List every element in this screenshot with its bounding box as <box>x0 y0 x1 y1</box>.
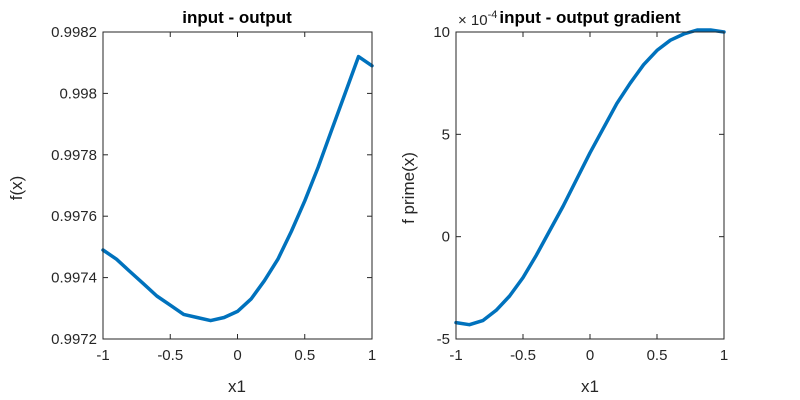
y-tick-label: 0.9982 <box>51 24 97 41</box>
x-tick-label: -0.5 <box>157 347 183 364</box>
y-tick-labels: -5 0 5 10 <box>433 24 450 348</box>
y-tick-label: 0.9974 <box>51 270 97 287</box>
x-tick-labels: -1 -0.5 0 0.5 1 <box>449 347 728 364</box>
chart-title: input - output <box>182 8 292 27</box>
x-tick-label: -1 <box>96 347 109 364</box>
y-tick-label: 0.9976 <box>51 208 97 225</box>
data-series <box>454 28 726 327</box>
plot-input-output: input - output 0.99720.99740.99760.99780… <box>7 8 376 396</box>
x-tick-label: 0 <box>233 347 241 364</box>
tick-marks <box>455 31 725 340</box>
axes-box <box>102 31 373 340</box>
exponent-power: -4 <box>488 9 498 21</box>
exponent-base: × 10 <box>458 12 488 29</box>
x-tick-label: 0 <box>586 347 594 364</box>
chart-title: input - output gradient <box>499 8 681 27</box>
y-tick-label: 10 <box>433 24 450 41</box>
series-line <box>454 28 726 327</box>
y-tick-labels: 0.9972 0.9974 0.9976 0.9978 0.998 0.9982 <box>51 24 97 348</box>
series-line <box>101 54 374 323</box>
y-tick-label: 0.9978 <box>51 147 97 164</box>
y-tick-label: 0.998 <box>59 85 97 102</box>
x-tick-labels: -1 -0.5 0 0.5 1 <box>96 347 376 364</box>
x-tick-label: 0.5 <box>294 347 315 364</box>
data-series <box>101 54 374 323</box>
x-axis-label: x1 <box>228 377 246 396</box>
x-tick-label: -1 <box>449 347 462 364</box>
x-tick-label: 0.5 <box>647 347 668 364</box>
y-tick-label: 5 <box>442 126 450 143</box>
x-axis-label: x1 <box>581 377 599 396</box>
x-tick-label: 1 <box>720 347 728 364</box>
y-tick-label: -5 <box>437 331 450 348</box>
y-tick-label: 0 <box>442 229 450 246</box>
y-axis-label: f prime(x) <box>399 152 418 224</box>
axes-box <box>455 31 725 340</box>
y-axis-label: f(x) <box>7 176 26 201</box>
y-tick-label: 0.9972 <box>51 331 97 348</box>
x-tick-label: -0.5 <box>510 347 536 364</box>
tick-marks <box>102 31 373 340</box>
x-tick-label: 1 <box>368 347 376 364</box>
y-axis-exponent: × 10-4 <box>458 9 497 29</box>
